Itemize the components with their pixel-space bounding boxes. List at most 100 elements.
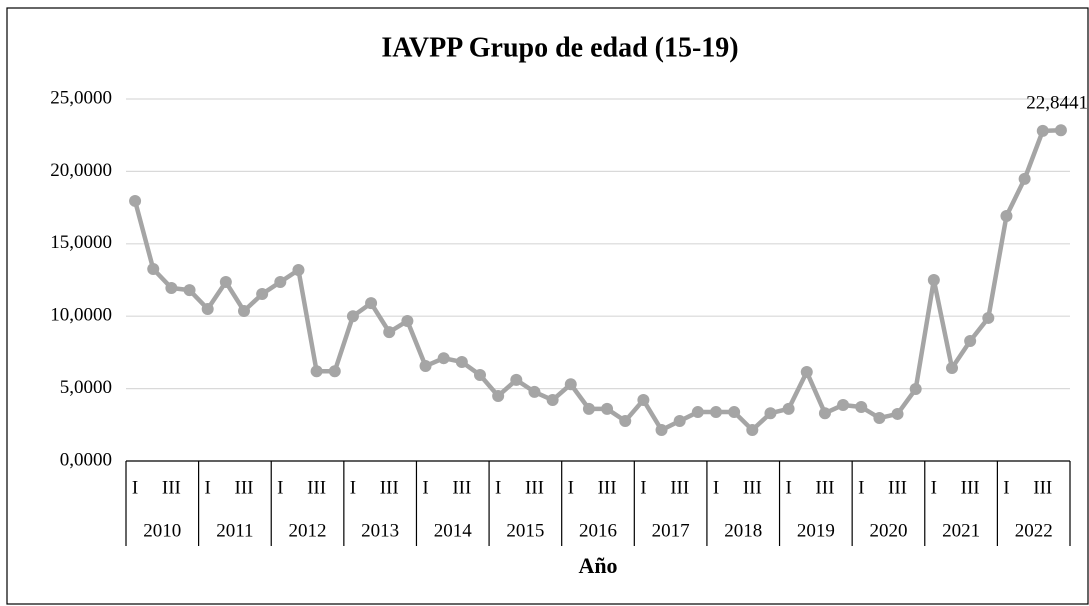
point — [401, 314, 414, 327]
point — [619, 415, 632, 428]
point — [1054, 124, 1067, 137]
point — [746, 424, 759, 437]
point — [964, 334, 977, 347]
point — [782, 402, 795, 415]
point — [927, 274, 940, 286]
point — [873, 411, 886, 424]
x-tick-label: I — [495, 477, 501, 498]
x-tick-label: III — [380, 477, 399, 498]
x-group-label: 2022 — [1015, 520, 1053, 541]
point — [183, 284, 196, 297]
point — [238, 304, 250, 317]
x-tick-label: I — [422, 477, 428, 498]
point — [818, 407, 831, 420]
point — [837, 398, 850, 411]
x-group-label: 2020 — [869, 520, 907, 541]
point — [1036, 124, 1049, 137]
chart-frame — [6, 7, 1089, 605]
x-axis-label: Año — [578, 553, 617, 578]
x-group-label: 2017 — [652, 520, 690, 541]
point — [1018, 172, 1031, 185]
x-group-label: 2014 — [434, 520, 473, 541]
point — [546, 394, 559, 407]
point — [492, 389, 505, 402]
x-tick-label: I — [350, 477, 356, 498]
x-tick-label: III — [888, 477, 907, 498]
series-line — [132, 127, 1061, 433]
point — [800, 365, 813, 378]
point — [564, 378, 577, 391]
x-tick-label: III — [598, 477, 617, 498]
point — [510, 373, 523, 386]
x-tick-label: I — [640, 477, 646, 498]
point — [219, 276, 232, 289]
point — [728, 406, 741, 419]
point — [201, 302, 214, 315]
x-tick-label: I — [1003, 477, 1009, 498]
x-group-label: 2010 — [143, 520, 181, 541]
point — [274, 276, 287, 289]
point — [292, 264, 305, 277]
x-tick-label: III — [1033, 477, 1052, 498]
x-tick-label: III — [452, 477, 471, 498]
x-tick-label: I — [277, 477, 283, 498]
x-tick-label: III — [525, 477, 544, 498]
point — [528, 385, 541, 398]
point — [455, 355, 468, 368]
x-tick-label: III — [815, 477, 834, 498]
point — [891, 407, 904, 420]
point — [474, 368, 486, 381]
x-tick-label: III — [961, 477, 980, 498]
point — [691, 406, 704, 419]
x-group-label: 2021 — [942, 520, 980, 541]
x-tick-label: I — [713, 477, 719, 498]
point — [673, 415, 686, 428]
point — [655, 424, 668, 437]
y-tick-label: 15,0000 — [50, 232, 112, 253]
point — [328, 365, 341, 378]
point — [855, 400, 868, 413]
point — [129, 194, 142, 207]
point — [383, 326, 396, 339]
x-tick-label: I — [205, 477, 211, 498]
y-tick-label: 10,0000 — [50, 305, 112, 326]
point — [601, 402, 614, 415]
x-tick-label: III — [670, 477, 689, 498]
x-tick-label: I — [132, 477, 138, 498]
x-group-label: 2011 — [216, 520, 253, 541]
x-group-label: 2012 — [289, 520, 327, 541]
point — [982, 311, 995, 324]
point — [909, 383, 922, 396]
point — [764, 407, 777, 420]
x-tick-label: I — [858, 477, 864, 498]
point — [1000, 209, 1013, 222]
point — [419, 360, 432, 373]
y-tick-label: 25,0000 — [50, 87, 112, 108]
x-tick-label: I — [568, 477, 574, 498]
y-tick-label: 20,0000 — [50, 160, 112, 181]
point — [946, 362, 958, 375]
point — [346, 310, 359, 323]
y-tick-label: 5,0000 — [60, 377, 112, 398]
point — [437, 352, 450, 365]
x-tick-label: III — [235, 477, 254, 498]
x-group-label: 2016 — [579, 520, 617, 541]
point — [710, 406, 722, 419]
x-group-label: 2015 — [506, 520, 544, 541]
x-group-label: 2018 — [724, 520, 762, 541]
point — [310, 365, 323, 378]
x-tick-label: I — [931, 477, 937, 498]
point — [637, 394, 650, 407]
x-group-label: 2013 — [361, 520, 399, 541]
point — [582, 402, 595, 415]
chart-title: IAVPP Grupo de edad (15-19) — [381, 32, 738, 63]
point — [147, 262, 160, 275]
x-tick-label: III — [743, 477, 762, 498]
x-group-label: 2019 — [797, 520, 835, 541]
data-label: 22,8441 — [1026, 93, 1088, 114]
y-tick-label: 0,0000 — [60, 449, 112, 470]
point — [256, 288, 269, 301]
x-tick-label: III — [307, 477, 326, 498]
point — [165, 281, 178, 294]
